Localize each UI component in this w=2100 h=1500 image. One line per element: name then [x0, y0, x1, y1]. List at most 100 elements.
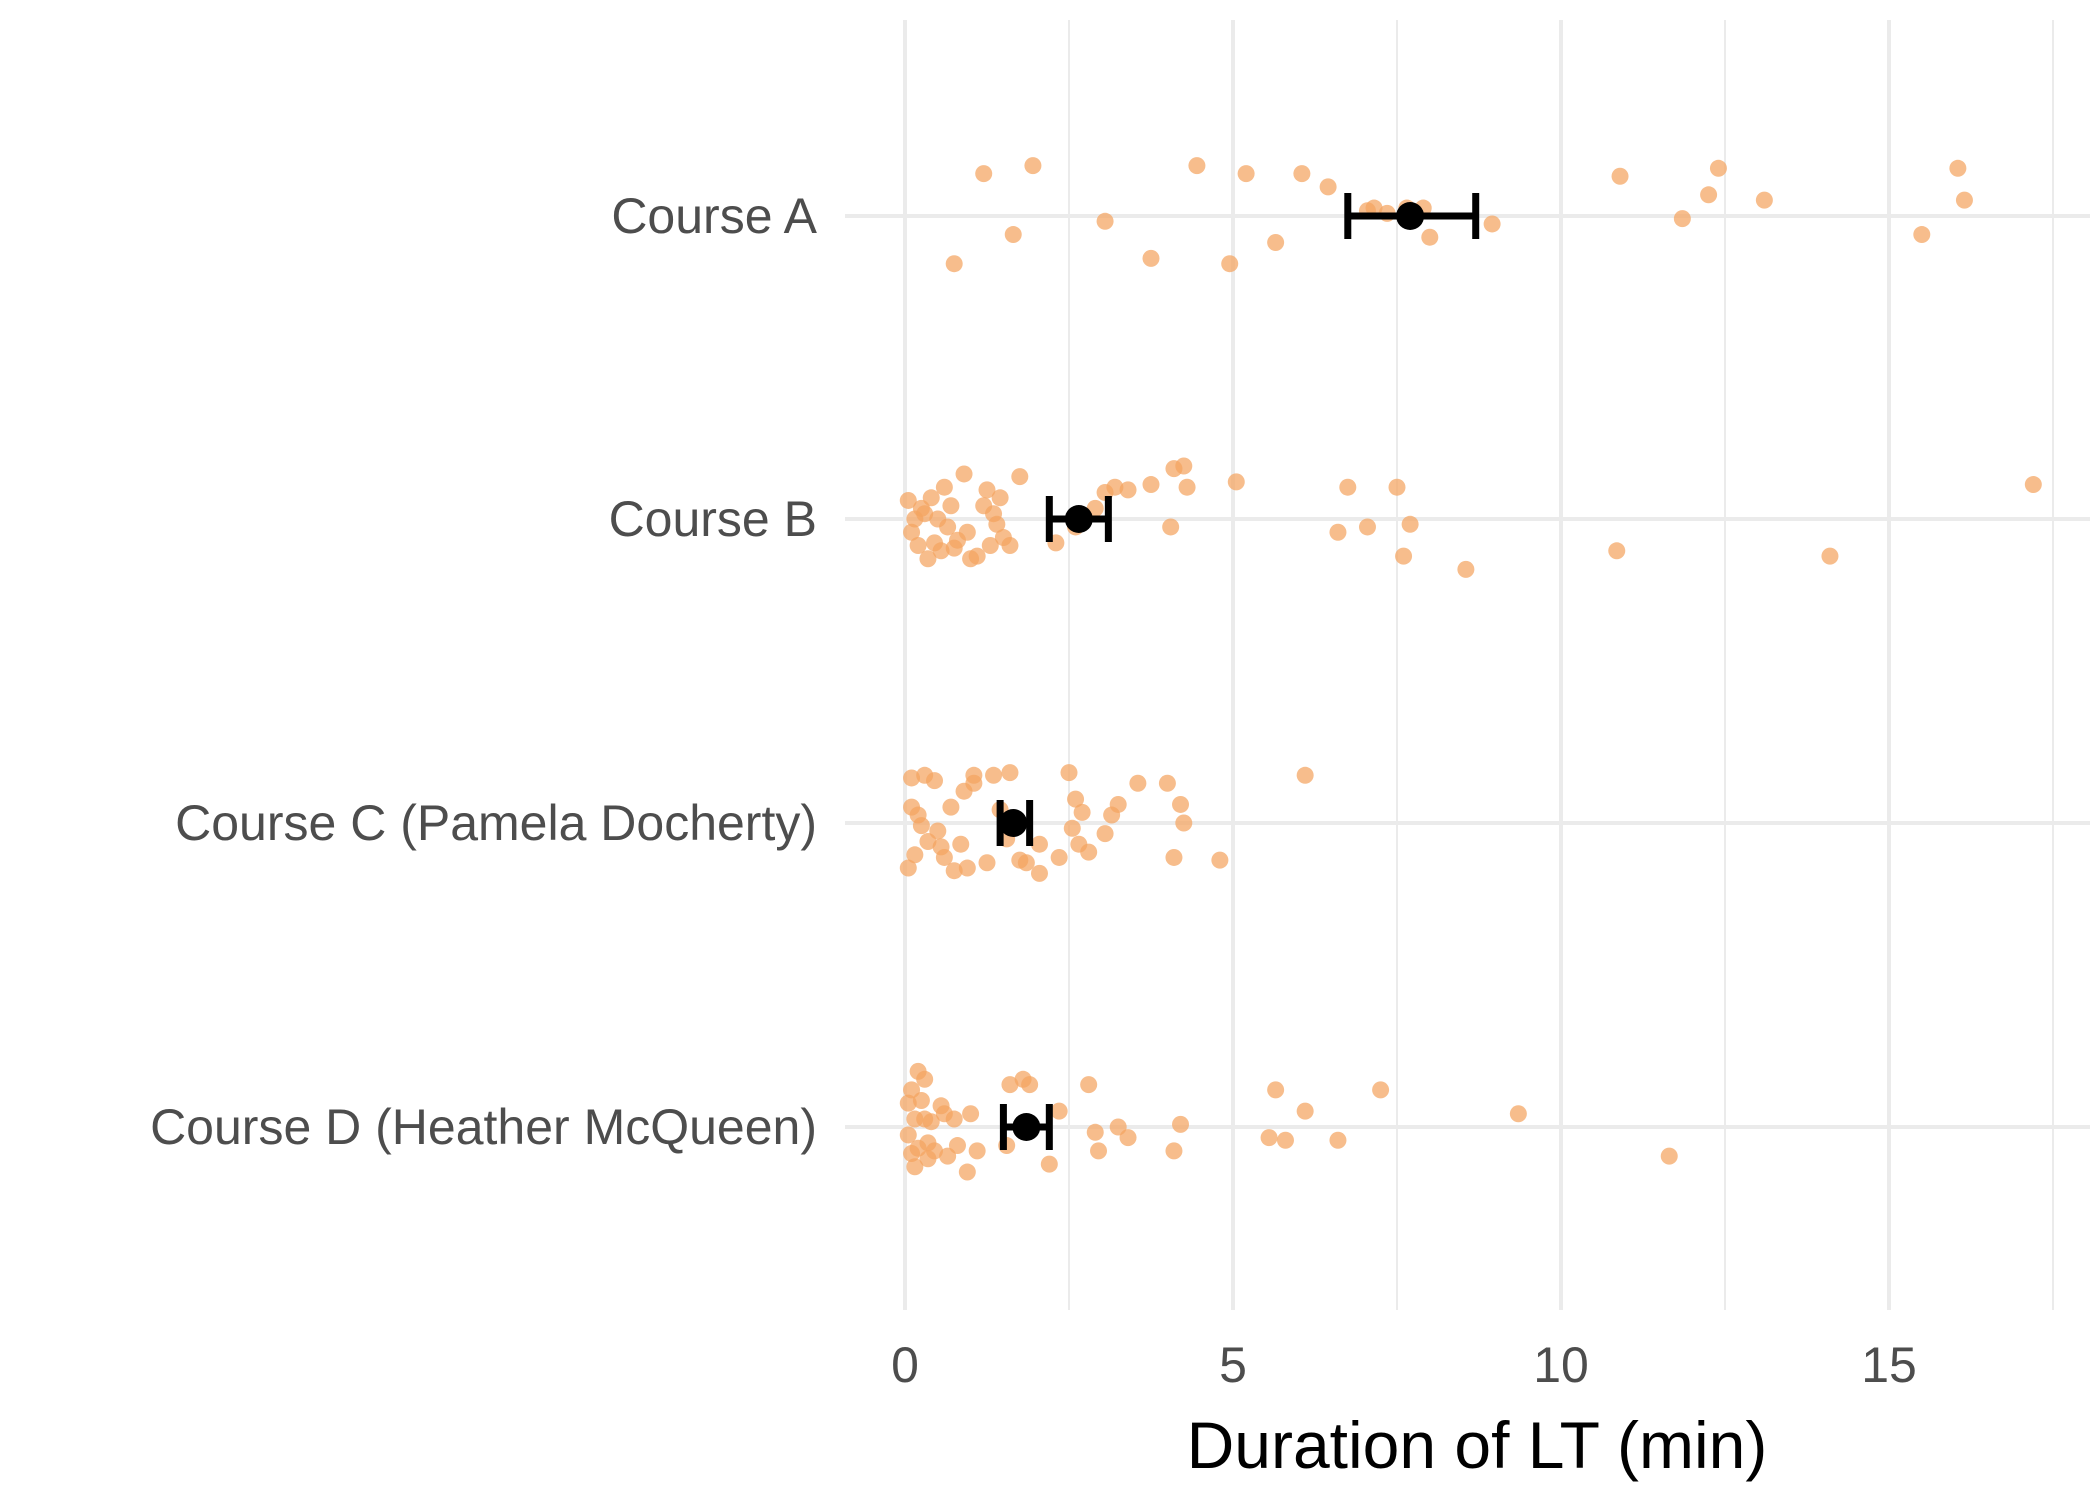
- data-point: [1955, 191, 1973, 209]
- data-point: [978, 481, 996, 499]
- data-point: [935, 848, 953, 866]
- data-point: [1175, 457, 1193, 475]
- data-point: [1017, 854, 1035, 872]
- data-point: [932, 542, 950, 560]
- data-point: [1119, 1129, 1137, 1147]
- data-point: [912, 1092, 930, 1109]
- data-point: [903, 523, 921, 541]
- y-category-label: Course D (Heather McQueen): [150, 1099, 817, 1155]
- data-point: [1080, 1076, 1098, 1094]
- data-point: [948, 1137, 966, 1155]
- data-point: [952, 835, 970, 853]
- data-point: [945, 1110, 963, 1128]
- data-point: [945, 255, 963, 273]
- data-point: [1267, 1081, 1285, 1099]
- data-point: [1073, 803, 1091, 821]
- data-point: [942, 497, 960, 515]
- data-point: [1709, 159, 1727, 177]
- data-point: [1913, 226, 1931, 244]
- mean-point: [999, 809, 1028, 837]
- data-point: [1293, 165, 1311, 183]
- data-point: [1821, 547, 1839, 565]
- data-point: [1096, 825, 1114, 843]
- y-axis-labels: Course A Course B Course C (Pamela Dochert…: [150, 188, 818, 1155]
- x-axis-labels: 0 5 10 15: [891, 1337, 1917, 1393]
- data-point: [899, 859, 917, 877]
- data-point: [1608, 542, 1626, 560]
- data-point: [1700, 186, 1718, 204]
- data-point: [1021, 1076, 1039, 1094]
- data-point: [958, 859, 976, 877]
- data-point: [926, 1142, 944, 1160]
- data-point: [1237, 165, 1255, 183]
- data-point: [939, 518, 957, 536]
- data-point: [1388, 478, 1406, 496]
- data-point: [1024, 157, 1042, 175]
- data-point: [1090, 1142, 1108, 1160]
- data-point: [1165, 1142, 1183, 1160]
- data-point: [1158, 774, 1176, 792]
- data-point: [922, 1113, 940, 1131]
- data-point: [916, 1070, 934, 1088]
- data-point: [926, 772, 944, 790]
- data-point: [1329, 523, 1347, 541]
- data-point: [1175, 814, 1193, 832]
- y-category-label: Course B: [609, 491, 817, 547]
- data-point: [1483, 215, 1501, 233]
- data-point: [1188, 157, 1206, 175]
- data-point: [1050, 1102, 1068, 1120]
- data-point: [1267, 234, 1285, 251]
- data-point: [1296, 766, 1314, 784]
- data-point: [968, 1142, 986, 1160]
- data-point: [1129, 774, 1147, 792]
- data-point: [1178, 478, 1196, 496]
- data-point: [1339, 478, 1357, 496]
- x-tick-label: 10: [1533, 1337, 1589, 1393]
- data-point: [1949, 159, 1967, 177]
- mean-point: [1064, 505, 1093, 533]
- data-point: [903, 769, 921, 787]
- data-point: [1372, 1081, 1390, 1099]
- data-point: [968, 547, 986, 565]
- data-point: [1457, 560, 1475, 578]
- data-point: [1296, 1102, 1314, 1120]
- minor-gridlines: [1068, 20, 2054, 1310]
- data-point: [942, 798, 960, 816]
- data-point: [899, 1126, 917, 1144]
- data-point: [1004, 226, 1022, 244]
- data-point: [1142, 476, 1160, 494]
- data-point: [1755, 191, 1773, 209]
- data-point: [2024, 476, 2042, 494]
- data-point: [1165, 848, 1183, 866]
- data-point: [975, 165, 993, 183]
- data-point: [1319, 178, 1337, 196]
- mean-point: [1396, 202, 1425, 230]
- x-axis-title: Duration of LT (min): [1187, 1408, 1768, 1482]
- data-point: [1060, 764, 1078, 782]
- data-point: [958, 523, 976, 541]
- data-point: [1221, 255, 1239, 273]
- data-point: [1395, 547, 1413, 565]
- data-point: [955, 465, 973, 483]
- data-point: [1067, 790, 1085, 808]
- data-point: [1063, 819, 1081, 837]
- data-point: [1030, 864, 1048, 882]
- data-point: [1211, 851, 1229, 869]
- data-point: [988, 515, 1006, 533]
- data-point: [916, 505, 934, 523]
- data-point: [1040, 1155, 1058, 1173]
- data-point: [1276, 1131, 1294, 1149]
- data-point: [1001, 764, 1019, 782]
- data-point: [1227, 473, 1245, 491]
- data-point: [929, 822, 947, 840]
- data-point: [945, 862, 963, 880]
- data-point: [909, 537, 927, 554]
- data-point: [922, 489, 940, 507]
- data-point: [1080, 843, 1098, 861]
- data-point: [1365, 199, 1383, 217]
- data-point: [1358, 518, 1376, 536]
- data-point: [1401, 515, 1419, 533]
- data-point: [1086, 1123, 1104, 1141]
- data-point: [1001, 1076, 1019, 1094]
